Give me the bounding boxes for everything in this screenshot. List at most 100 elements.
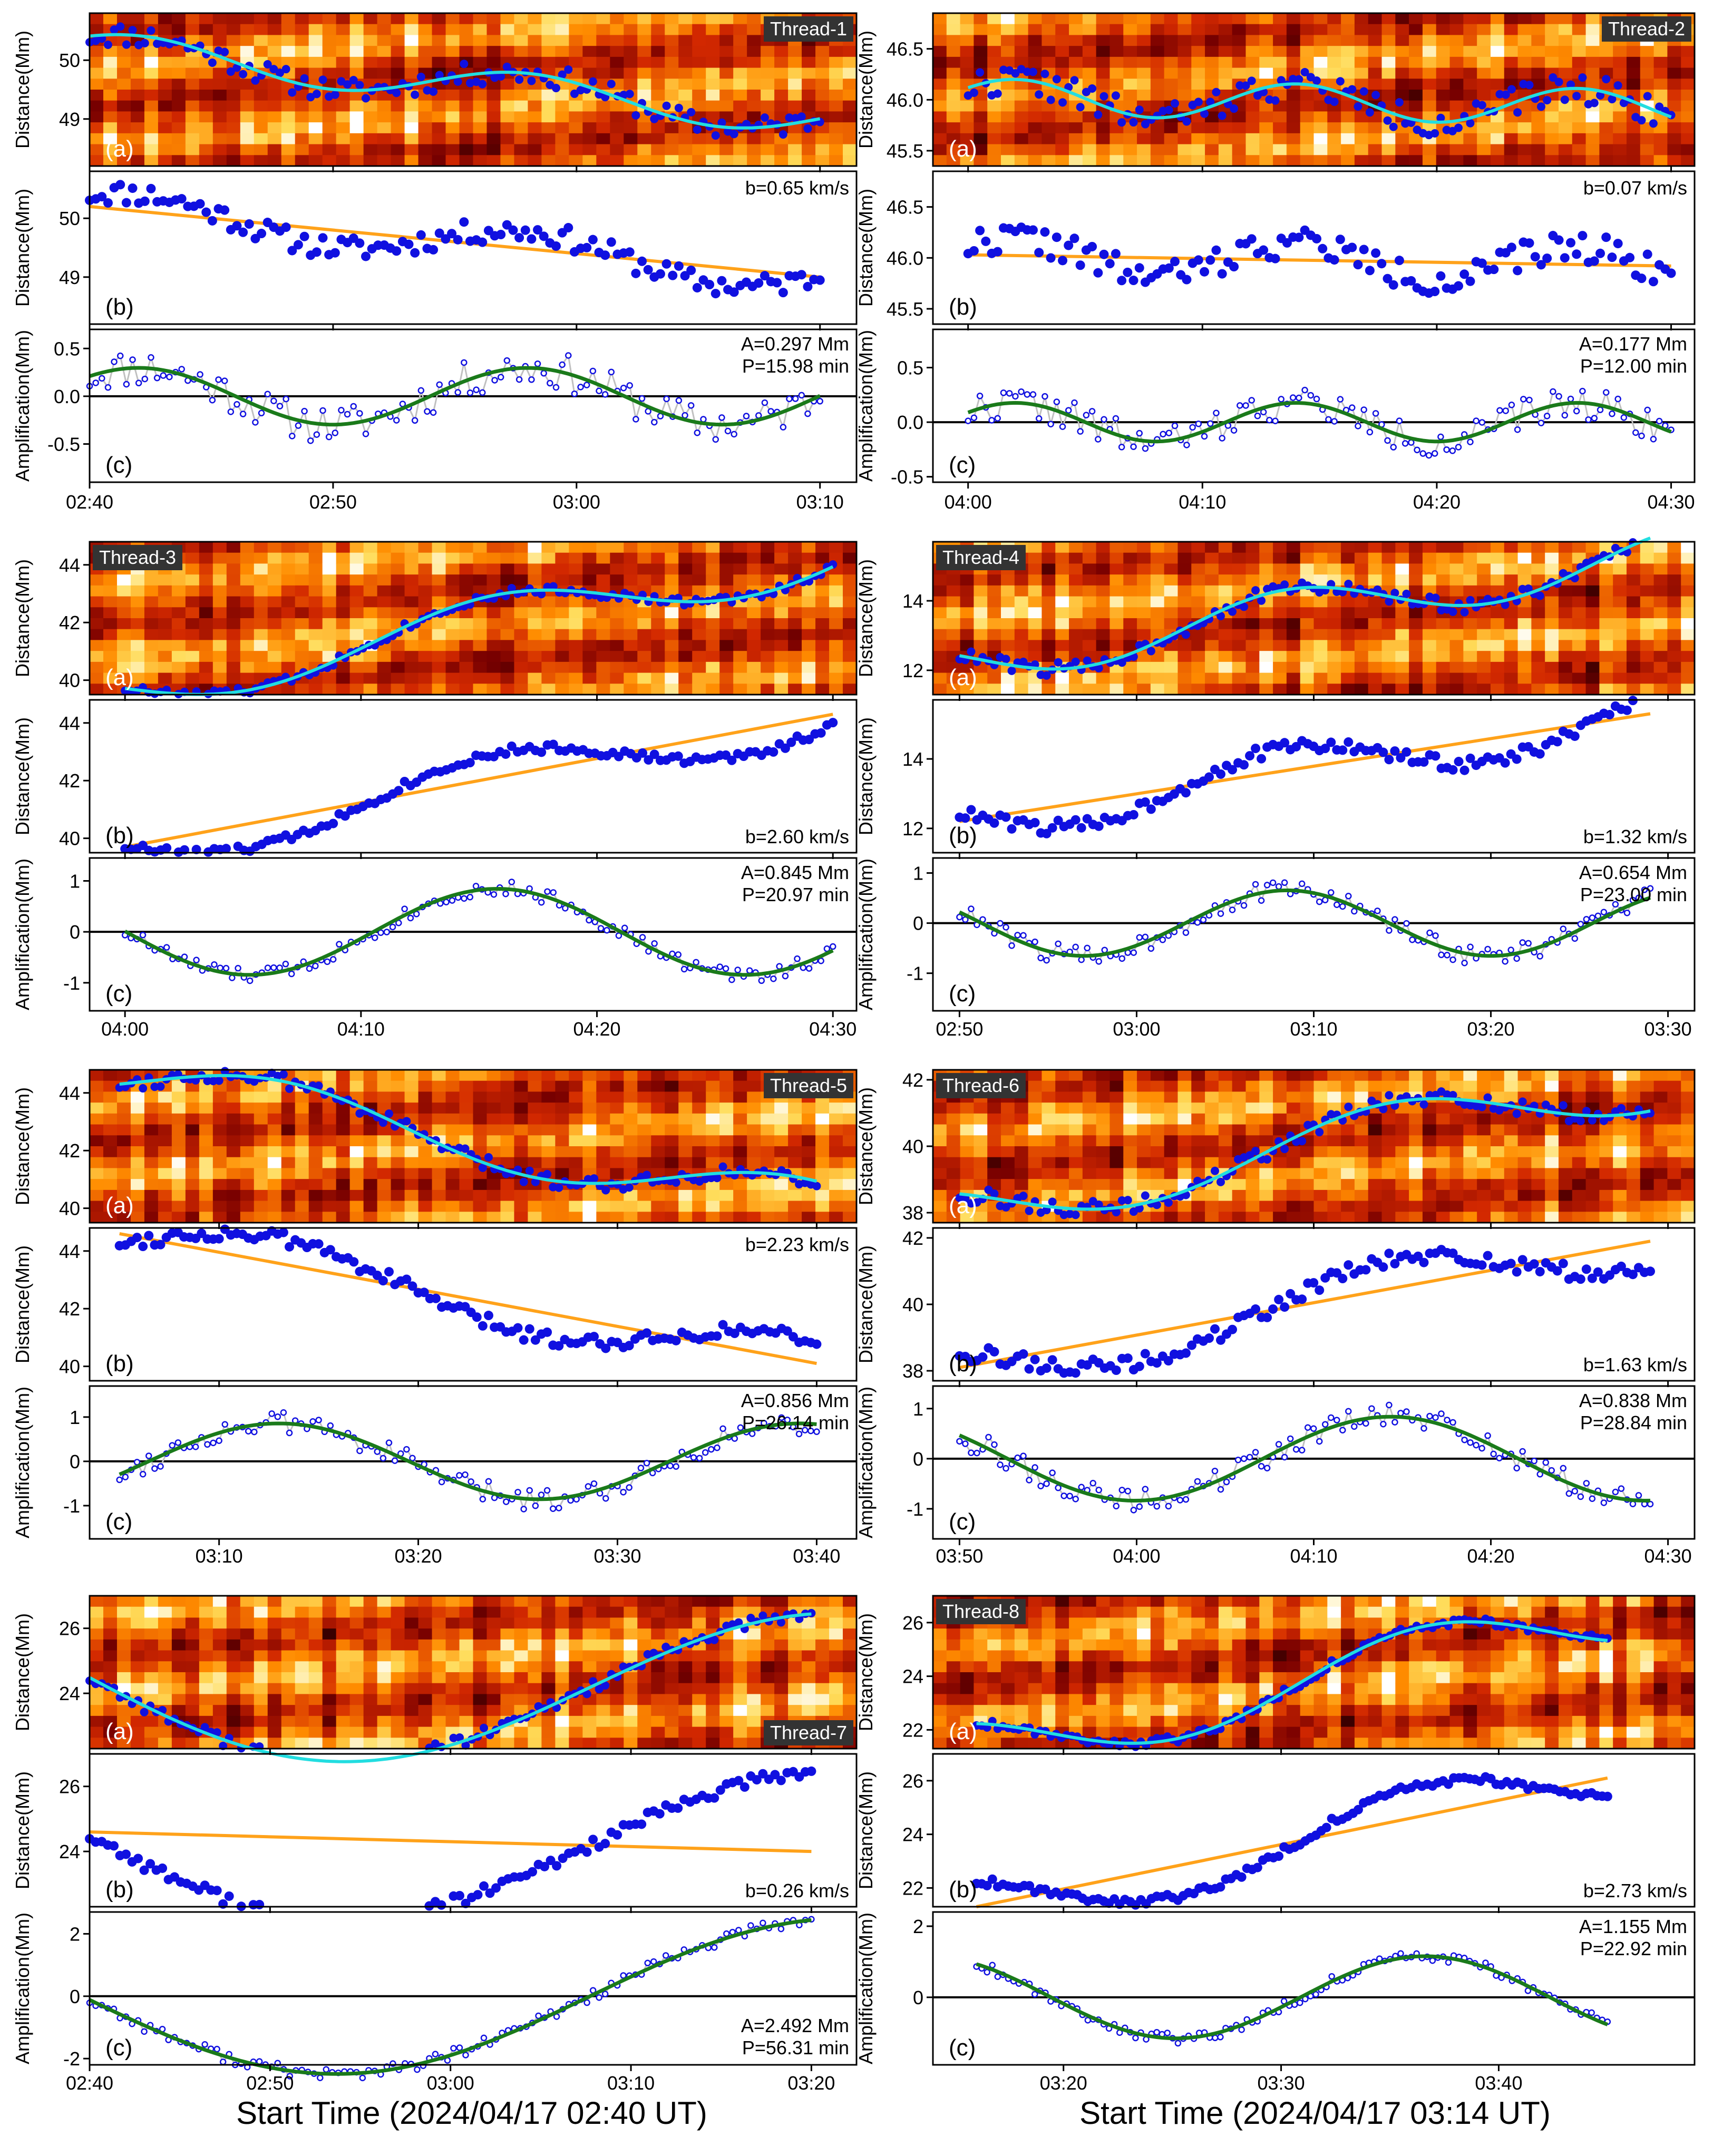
heatmap-cell	[692, 144, 706, 156]
heatmap-cell	[295, 574, 309, 586]
residual-point	[970, 414, 978, 422]
data-point-a	[435, 71, 444, 80]
heatmap-cell	[1096, 585, 1111, 597]
heatmap-cell	[1177, 640, 1192, 651]
heatmap-cell	[254, 1179, 268, 1191]
heatmap-cell	[1368, 24, 1383, 36]
heatmap-cell	[761, 563, 775, 575]
heatmap-cell	[144, 1189, 159, 1202]
heatmap-cell	[1667, 672, 1681, 685]
residual-point	[976, 393, 984, 399]
heatmap-cell	[1681, 56, 1695, 69]
heatmap-cell	[473, 90, 488, 101]
heatmap-cell	[1205, 133, 1219, 145]
residual-point	[583, 382, 590, 388]
panel-label-a: (a)	[949, 665, 977, 690]
heatmap-cell	[486, 144, 501, 156]
heatmap-cell	[445, 585, 460, 597]
heatmap-cell	[322, 24, 337, 36]
data-point-a	[527, 76, 536, 85]
heatmap-cell	[761, 56, 775, 69]
residual-point	[1077, 428, 1084, 435]
heatmap-cell	[377, 111, 392, 123]
heatmap-cell	[1368, 122, 1383, 134]
heatmap-cell	[254, 144, 268, 156]
heatmap-cell	[322, 111, 337, 123]
residual-point	[1537, 420, 1545, 426]
residual-point	[1337, 396, 1344, 403]
heatmap-cell	[1517, 56, 1532, 69]
heatmap-cell	[582, 122, 597, 134]
heatmap-cell	[829, 56, 843, 69]
data-point-b	[195, 199, 205, 209]
heatmap-cell	[1681, 596, 1695, 608]
heatmap-cell	[1667, 684, 1681, 695]
heatmap-cell	[987, 111, 1001, 123]
heatmap-cell	[1545, 144, 1559, 156]
heatmap-cell	[555, 46, 570, 57]
data-point-b	[754, 278, 764, 288]
residual-point	[1263, 882, 1271, 889]
heatmap-cell	[1545, 56, 1559, 69]
heatmap-cell	[322, 607, 337, 619]
heatmap-cell	[1286, 46, 1301, 57]
heatmap-cell	[829, 542, 843, 553]
heatmap-cell	[404, 133, 419, 145]
heatmap-cell	[240, 90, 255, 101]
heatmap-cell	[829, 79, 843, 90]
residual-point	[997, 920, 1004, 927]
heatmap-cell	[322, 13, 337, 25]
heatmap-cell	[788, 563, 802, 575]
heatmap-cell	[1490, 585, 1505, 597]
heatmap-cell	[445, 35, 460, 46]
heatmap-cell	[1014, 672, 1029, 685]
panel-label-b: (b)	[105, 823, 134, 848]
xtick-label: 03:30	[1644, 1018, 1692, 1040]
heatmap-cell	[1069, 155, 1083, 167]
heatmap-cell	[486, 90, 501, 101]
heatmap-cell	[445, 90, 460, 101]
heatmap-cell	[185, 596, 200, 608]
heatmap-cell	[541, 46, 556, 57]
heatmap-cell	[90, 651, 104, 662]
heatmap-cell	[226, 1091, 241, 1103]
residual-point	[508, 879, 515, 885]
heatmap-cell	[829, 651, 843, 662]
heatmap-cell	[1286, 607, 1301, 619]
heatmap-cell	[815, 684, 830, 695]
heatmap-cell	[987, 13, 1001, 25]
heatmap-cell	[473, 629, 488, 641]
heatmap-cell	[199, 100, 213, 112]
heatmap-cell	[1341, 684, 1355, 695]
heatmap-cell	[1531, 111, 1545, 123]
heatmap-cell	[719, 155, 734, 167]
residual-point	[1065, 407, 1072, 414]
heatmap-cell	[1218, 133, 1233, 145]
heatmap-cell	[1681, 144, 1695, 156]
heatmap-cell	[445, 672, 460, 685]
heatmap-cell	[1001, 100, 1015, 112]
data-point-a	[570, 89, 579, 98]
heatmap-cell	[1123, 79, 1137, 90]
heatmap-cell	[555, 111, 570, 123]
residual-point	[1195, 420, 1202, 427]
heatmap-cell	[1327, 542, 1341, 553]
data-point-b	[1076, 823, 1086, 833]
data-point-b	[1064, 240, 1074, 250]
heatmap-cell	[90, 1212, 104, 1223]
heatmap-cell	[774, 56, 789, 69]
heatmap-cell	[377, 618, 392, 630]
data-point-b	[478, 237, 488, 247]
heatmap-cell	[582, 56, 597, 69]
heatmap-cell	[500, 144, 515, 156]
heatmap-cell	[473, 672, 488, 685]
heatmap-cell	[555, 629, 570, 641]
heatmap-cell	[500, 79, 515, 90]
xtick-label: 03:10	[1290, 1018, 1337, 1040]
heatmap-cell	[295, 585, 309, 597]
heatmap-cell	[1123, 24, 1137, 36]
data-point-b	[1535, 749, 1545, 759]
residual-point	[1349, 404, 1356, 411]
heatmap-cell	[226, 111, 241, 123]
data-point-a	[1088, 84, 1097, 93]
